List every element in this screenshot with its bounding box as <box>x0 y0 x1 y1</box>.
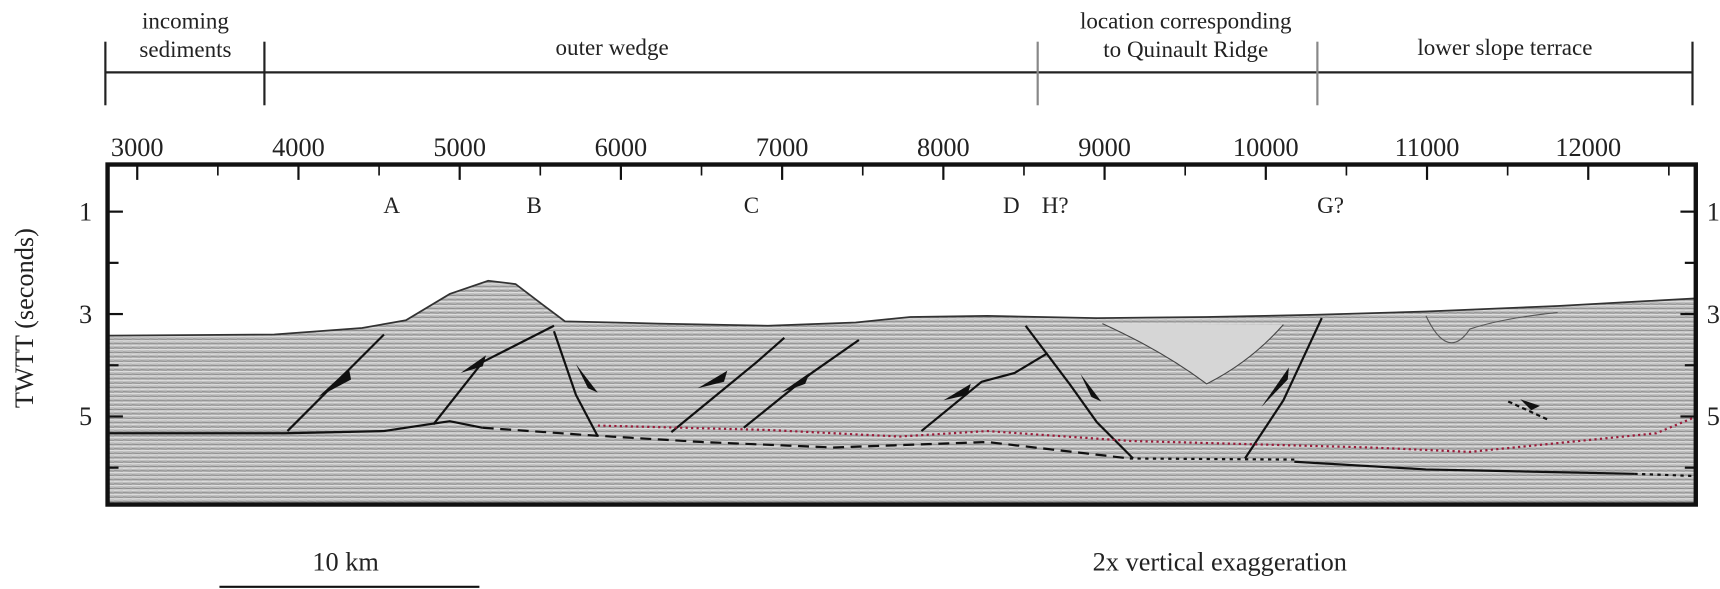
region-label: location corresponding <box>1080 8 1292 34</box>
region-brackets <box>104 41 1694 106</box>
x-tick-label: 9000 <box>1078 133 1131 162</box>
region-label: lower slope terrace <box>1417 34 1592 60</box>
x-tick-label: 3000 <box>111 133 164 162</box>
y-tick-label: 1 <box>79 197 92 226</box>
y-tick-label: 1 <box>1707 197 1720 226</box>
x-tick-label: 7000 <box>756 133 809 162</box>
x-tick-label: 12000 <box>1555 133 1621 162</box>
x-tick-label: 5000 <box>433 133 486 162</box>
region-label: incoming <box>142 8 229 34</box>
fault-label: D <box>1003 192 1020 218</box>
x-tick-label: 4000 <box>272 133 325 162</box>
region-label: sediments <box>139 36 231 62</box>
y-tick-label: 3 <box>1707 300 1720 329</box>
y-tick-label: 3 <box>79 300 92 329</box>
fault-label: A <box>383 192 400 218</box>
x-tick-label: 11000 <box>1395 133 1460 162</box>
fault-label: B <box>527 192 542 218</box>
y-axis-label: TWTT (seconds) <box>10 228 39 408</box>
fault-label: H? <box>1042 192 1069 218</box>
fault-label: C <box>744 192 759 218</box>
x-tick-label: 6000 <box>595 133 648 162</box>
x-tick-label: 8000 <box>917 133 970 162</box>
exaggeration-note: 2x vertical exaggeration <box>1093 547 1347 576</box>
region-label: outer wedge <box>556 34 669 60</box>
seismic-section <box>107 279 1696 505</box>
y-tick-label: 5 <box>1707 402 1720 431</box>
x-tick-label: 10000 <box>1233 133 1299 162</box>
fault-label: G? <box>1317 192 1344 218</box>
scale-bar-label: 10 km <box>312 547 379 576</box>
section-frame <box>105 162 1698 507</box>
y-tick-label: 5 <box>79 402 92 431</box>
fault-arrows <box>318 355 1541 411</box>
region-label: to Quinault Ridge <box>1103 36 1268 62</box>
